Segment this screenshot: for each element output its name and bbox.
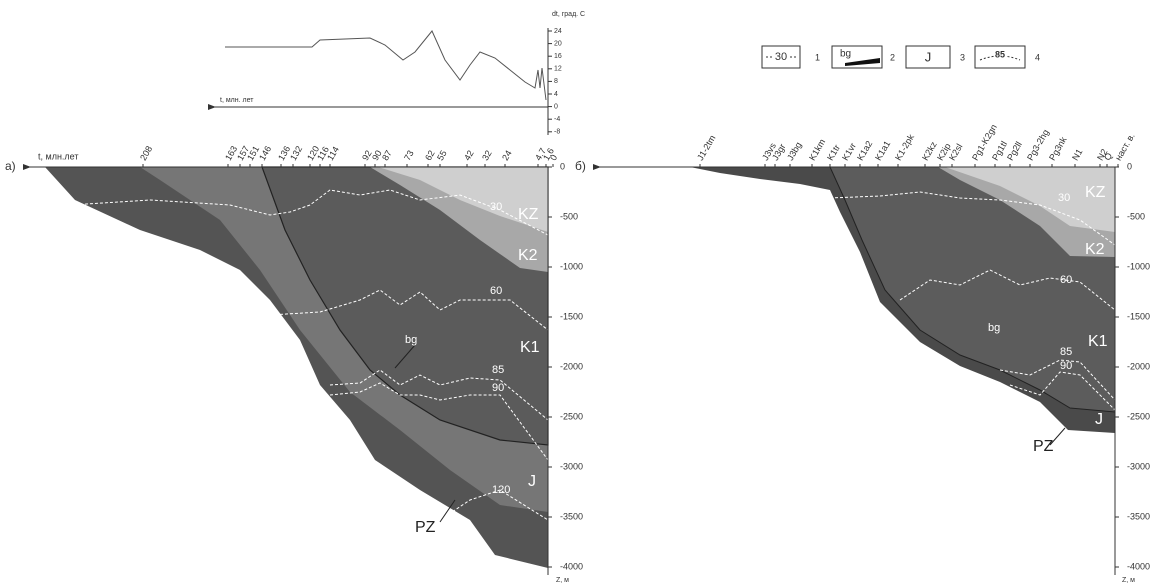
depth-tick-label: -1500 bbox=[560, 311, 583, 321]
time-label: t, млн.лет bbox=[38, 151, 79, 161]
legend-number: 1 bbox=[815, 52, 820, 62]
depth-tick-label: -500 bbox=[560, 211, 578, 221]
legend-number: 2 bbox=[890, 52, 895, 62]
time-tick-label: K1a1 bbox=[873, 139, 892, 162]
temperature-graph: dt, град. С t, млн. лет bbox=[215, 11, 585, 135]
isotherm-label: 30 bbox=[1058, 192, 1070, 204]
temp-tick-label: 20 bbox=[554, 40, 562, 47]
layer-label: K1 bbox=[1088, 333, 1108, 350]
depth-label: Z, м bbox=[1122, 577, 1135, 584]
depth-tick-label: -2500 bbox=[560, 411, 583, 421]
depth-tick-label: -1500 bbox=[1127, 311, 1150, 321]
depth-tick-label: -3000 bbox=[560, 461, 583, 471]
isotherm-label: 85 bbox=[492, 364, 504, 376]
temp-tick-label: 16 bbox=[554, 53, 562, 60]
time-tick-label: K1km bbox=[807, 137, 827, 162]
figure: dt, град. С t, млн. лет KZ K2 K1 J PZ bg… bbox=[0, 0, 1157, 585]
time-tick-label: Pg3nk bbox=[1047, 135, 1069, 163]
panel-b: KZ K2 K1 J PZ bg 30 60 85 90 б) Z, м bbox=[575, 159, 1135, 584]
panel-a: KZ K2 K1 J PZ bg 30 60 85 90 120 а) t, м… bbox=[5, 151, 569, 583]
time-tick-label: K1-2pk bbox=[893, 132, 916, 162]
layer-label: KZ bbox=[518, 206, 539, 223]
isotherm-label: 60 bbox=[1060, 274, 1072, 286]
marker-label: bg bbox=[988, 322, 1000, 334]
marker-label: bg bbox=[405, 334, 417, 346]
layer-label: KZ bbox=[1085, 184, 1106, 201]
time-tick-label: 24 bbox=[500, 149, 514, 163]
layer-label: K2 bbox=[1085, 241, 1105, 258]
layer-label: J bbox=[1095, 411, 1103, 428]
time-tick-label: 114 bbox=[325, 145, 341, 162]
isotherm-label: 60 bbox=[490, 285, 502, 297]
temp-x-label: t, млн. лет bbox=[220, 97, 254, 104]
isotherm-label: 120 bbox=[492, 484, 510, 496]
legend: 30 1 bg 2 J 3 85 4 bbox=[762, 46, 1040, 68]
layer-label: PZ bbox=[415, 519, 436, 536]
depth-tick-label: -3000 bbox=[1127, 461, 1150, 471]
depth-tick-label: -1000 bbox=[560, 261, 583, 271]
time-tick-label: N1 bbox=[1070, 147, 1084, 162]
time-tick-label: 55 bbox=[435, 149, 449, 163]
layer-label: PZ bbox=[1033, 438, 1054, 455]
depth-tick-label: 0 bbox=[560, 161, 565, 171]
temp-tick-label: 8 bbox=[554, 78, 558, 85]
temp-tick-label: 4 bbox=[554, 91, 558, 98]
time-tick-label: 87 bbox=[380, 149, 394, 163]
time-tick-label: 73 bbox=[402, 149, 416, 163]
temp-tick-label: -8 bbox=[554, 129, 560, 136]
depth-tick-label: -500 bbox=[1127, 211, 1145, 221]
isotherm-label: 90 bbox=[492, 382, 504, 394]
time-tick-label: 132 bbox=[288, 144, 304, 162]
isotherm-label: 90 bbox=[1060, 360, 1072, 372]
time-tick-label: K1vr bbox=[840, 141, 858, 162]
panel-label: а) bbox=[5, 159, 16, 173]
depth-tick-label: -2000 bbox=[1127, 361, 1150, 371]
legend-sample: bg bbox=[840, 49, 851, 60]
temp-tick-label: 12 bbox=[554, 66, 562, 73]
time-tick-label: 62 bbox=[423, 149, 437, 163]
legend-number: 3 bbox=[960, 52, 965, 62]
layer-label: K2 bbox=[518, 247, 538, 264]
time-tick-label: 208 bbox=[138, 144, 154, 162]
isotherm-label: 30 bbox=[490, 201, 502, 213]
temp-tick-label: -4 bbox=[554, 116, 560, 123]
panel-label: б) bbox=[575, 159, 586, 173]
time-tick-label: K1a2 bbox=[855, 139, 874, 162]
legend-sample: J bbox=[925, 49, 932, 64]
time-tick-label: K1tr bbox=[825, 143, 842, 162]
depth-tick-label: 0 bbox=[1127, 161, 1132, 171]
depth-tick-label: -3500 bbox=[1127, 511, 1150, 521]
layer-label: K1 bbox=[520, 339, 540, 356]
time-tick-label: J3bg bbox=[785, 140, 803, 162]
legend-sample: 85 bbox=[995, 49, 1005, 59]
temperature-curve bbox=[225, 31, 546, 100]
time-tick-label: 42 bbox=[462, 149, 476, 163]
depth-tick-label: -3500 bbox=[560, 511, 583, 521]
time-tick-label: наст. в. bbox=[1113, 131, 1137, 162]
time-tick-label: Pg2ll bbox=[1005, 140, 1024, 162]
temp-tick-label: 24 bbox=[554, 28, 562, 35]
depth-tick-label: -4000 bbox=[1127, 561, 1150, 571]
isotherm-label: 85 bbox=[1060, 346, 1072, 358]
time-tick-label: 146 bbox=[257, 144, 273, 162]
time-tick-label: J1-2tm bbox=[695, 133, 717, 162]
layer-label: J bbox=[528, 473, 536, 490]
legend-sample: 30 bbox=[775, 51, 787, 63]
depth-tick-label: -2500 bbox=[1127, 411, 1150, 421]
depth-tick-label: -1000 bbox=[1127, 261, 1150, 271]
temp-y-label: dt, град. С bbox=[552, 11, 585, 18]
depth-tick-label: -2000 bbox=[560, 361, 583, 371]
legend-number: 4 bbox=[1035, 52, 1040, 62]
temp-tick-label: 0 bbox=[554, 103, 558, 110]
depth-label: Z, м bbox=[556, 577, 569, 584]
depth-tick-label: -4000 bbox=[560, 561, 583, 571]
time-tick-label: 32 bbox=[480, 149, 494, 163]
